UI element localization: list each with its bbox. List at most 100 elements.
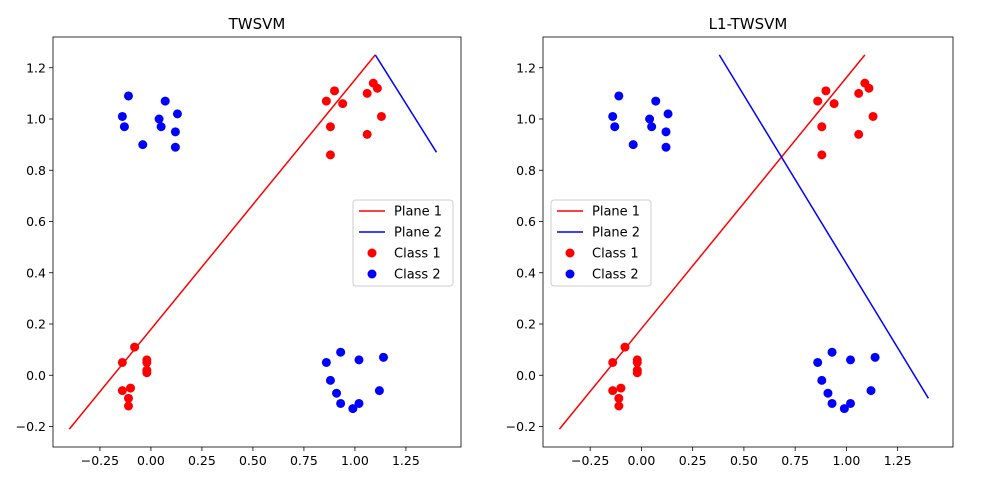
point-class-2: [354, 398, 364, 408]
point-class-1: [376, 111, 386, 121]
y-tick-label: −0.2: [506, 419, 536, 434]
point-class-2: [172, 109, 182, 119]
line-plane-1: [558, 54, 866, 430]
line-plane-2: [374, 54, 438, 153]
x-tick-label: −0.25: [571, 453, 609, 468]
point-class-1: [813, 96, 823, 106]
point-class-1: [325, 150, 335, 160]
point-class-1: [123, 393, 133, 403]
point-class-1: [362, 129, 372, 139]
point-class-2: [119, 122, 129, 132]
point-class-2: [813, 357, 823, 367]
point-class-2: [647, 122, 657, 132]
y-tick-label: 1.2: [516, 60, 536, 75]
y-tick-label: 1.0: [516, 112, 536, 127]
point-class-1: [117, 357, 127, 367]
point-class-2: [645, 114, 655, 124]
x-tick-label: 0.50: [239, 453, 267, 468]
point-class-1: [864, 83, 874, 93]
point-class-2: [628, 140, 638, 150]
legend-dot-marker: [565, 248, 575, 258]
point-class-2: [336, 347, 346, 357]
point-class-2: [123, 91, 133, 101]
x-tick-label: 0.25: [679, 453, 707, 468]
line-plane-1: [68, 54, 376, 430]
point-class-2: [325, 375, 335, 385]
point-class-2: [827, 347, 837, 357]
point-class-2: [332, 388, 342, 398]
point-class-2: [827, 398, 837, 408]
point-class-1: [338, 99, 348, 109]
point-class-1: [632, 368, 642, 378]
chart-title: TWSVM: [228, 15, 286, 33]
point-class-2: [608, 111, 618, 121]
legend: Plane 1 Plane 2 Class 1 Class 2: [352, 199, 454, 287]
point-class-1: [330, 86, 340, 96]
point-class-2: [321, 357, 331, 367]
point-class-1: [608, 386, 618, 396]
point-class-2: [170, 142, 180, 152]
point-class-1: [632, 357, 642, 367]
point-class-1: [362, 88, 372, 98]
y-tick-label: −0.2: [16, 419, 46, 434]
point-class-2: [663, 109, 673, 119]
x-tick-label: 1.25: [392, 453, 420, 468]
point-class-1: [614, 401, 624, 411]
x-tick-label: 1.00: [832, 453, 860, 468]
point-class-1: [829, 99, 839, 109]
x-tick-label: 0.50: [730, 453, 758, 468]
y-tick-label: 0.0: [516, 368, 536, 383]
point-class-2: [348, 404, 358, 414]
point-class-1: [614, 393, 624, 403]
axes-frame: [52, 36, 462, 448]
point-class-1: [854, 129, 864, 139]
point-class-1: [123, 401, 133, 411]
point-class-2: [354, 355, 364, 365]
point-class-2: [846, 355, 855, 365]
y-tick-label: 0.2: [516, 317, 536, 332]
axes-frame: [542, 36, 954, 448]
legend-label: Class 1: [592, 247, 639, 262]
point-class-1: [321, 96, 331, 106]
y-tick-label: 0.6: [26, 214, 46, 229]
legend-box: [352, 199, 454, 287]
point-class-2: [846, 398, 855, 408]
chart-title: L1-TWSVM: [709, 15, 788, 33]
point-class-2: [866, 386, 876, 396]
point-class-2: [661, 142, 671, 152]
point-class-2: [651, 96, 661, 106]
point-class-1: [821, 86, 831, 96]
point-class-2: [374, 386, 384, 396]
legend-label: Plane 1: [394, 205, 442, 220]
point-class-2: [870, 352, 880, 362]
y-tick-label: 1.0: [26, 112, 46, 127]
point-class-2: [614, 91, 624, 101]
point-class-1: [142, 368, 152, 378]
legend-label: Class 1: [394, 247, 441, 262]
point-class-2: [610, 122, 620, 132]
x-tick-label: −0.25: [81, 453, 119, 468]
point-class-2: [378, 352, 388, 362]
legend-dot-marker: [565, 269, 575, 279]
legend-dot-marker: [367, 248, 377, 258]
x-tick-label: 0.75: [781, 453, 809, 468]
y-tick-label: 1.2: [26, 60, 46, 75]
point-class-2: [156, 122, 166, 132]
legend-label: Class 2: [394, 268, 441, 283]
legend-label: Plane 2: [394, 226, 442, 241]
point-class-1: [142, 357, 152, 367]
point-class-1: [130, 342, 140, 352]
x-tick-label: 0.00: [627, 453, 655, 468]
x-tick-label: 0.25: [188, 453, 216, 468]
point-class-1: [616, 383, 626, 393]
legend-label: Plane 1: [592, 205, 640, 220]
point-class-1: [854, 88, 864, 98]
y-tick-label: 0.6: [516, 214, 536, 229]
point-class-1: [126, 383, 136, 393]
legend-dot-marker: [367, 269, 377, 279]
subplot-l1-twsvm: L1-TWSVM −0.25 0.00 0.25 0.50 0.75 1.00 1.25 −0.…: [506, 15, 954, 468]
point-class-1: [817, 150, 827, 160]
y-tick-label: 0.2: [26, 317, 46, 332]
legend-label: Plane 2: [592, 226, 640, 241]
